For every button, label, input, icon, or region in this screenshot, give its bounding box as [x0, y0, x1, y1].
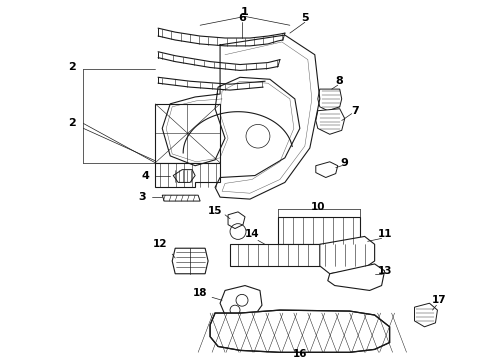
Polygon shape	[316, 109, 345, 134]
Text: 6: 6	[238, 13, 246, 23]
Text: 17: 17	[432, 295, 447, 305]
Polygon shape	[210, 310, 390, 352]
Text: 15: 15	[208, 206, 222, 216]
Polygon shape	[228, 212, 245, 229]
Text: 12: 12	[153, 239, 168, 249]
Polygon shape	[278, 217, 360, 244]
Polygon shape	[316, 162, 338, 177]
Polygon shape	[172, 248, 208, 274]
Text: 16: 16	[293, 349, 307, 359]
Text: 10: 10	[311, 202, 325, 212]
Text: 3: 3	[139, 192, 146, 202]
Polygon shape	[155, 104, 220, 163]
Text: 2: 2	[69, 118, 76, 129]
Text: 7: 7	[351, 106, 359, 116]
Text: 2: 2	[69, 63, 76, 72]
Text: 8: 8	[336, 76, 343, 86]
Polygon shape	[210, 310, 390, 352]
Polygon shape	[320, 237, 375, 274]
Polygon shape	[155, 163, 220, 187]
Text: 4: 4	[141, 171, 149, 180]
Text: 5: 5	[301, 13, 309, 23]
Polygon shape	[162, 195, 200, 201]
Polygon shape	[328, 264, 385, 291]
Text: 9: 9	[341, 158, 349, 168]
Text: 13: 13	[377, 266, 392, 276]
Text: 14: 14	[245, 229, 259, 239]
Polygon shape	[230, 244, 320, 266]
Polygon shape	[173, 170, 195, 183]
Text: 1: 1	[241, 8, 249, 18]
Polygon shape	[415, 303, 438, 327]
Text: 18: 18	[193, 288, 207, 298]
Text: 11: 11	[377, 229, 392, 239]
Polygon shape	[220, 285, 262, 320]
Polygon shape	[318, 89, 342, 111]
